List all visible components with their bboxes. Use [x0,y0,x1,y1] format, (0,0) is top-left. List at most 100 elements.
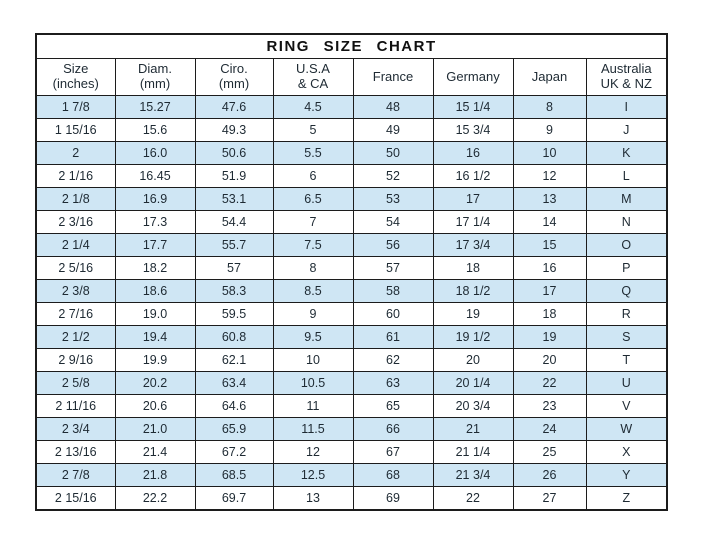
table-cell: 66 [352,417,434,441]
table-cell: 19 [512,325,587,349]
table-cell: 19.0 [114,302,196,326]
table-cell: 22.2 [114,486,196,511]
table-cell: I [585,95,668,119]
table-cell: U [585,371,668,395]
table-cell: 12 [512,164,587,188]
table-cell: 6 [272,164,354,188]
ring-size-table: RING SIZE CHART Size (inches) Diam. (mm) Cir… [35,33,669,511]
table-cell: 25 [512,440,587,464]
table-cell: 9 [512,118,587,142]
table-cell: 64.6 [194,394,274,418]
table-cell: 13 [512,187,587,211]
table-cell: 59.5 [194,302,274,326]
table-cell: 21.8 [114,463,196,487]
table-cell: 16.0 [114,141,196,165]
table-cell: 26 [512,463,587,487]
table-cell: 19.4 [114,325,196,349]
table-row: 2 1/4 17.7 55.7 7.5 56 17 3/4 15 O [35,233,668,257]
table-cell: 15 1/4 [432,95,514,119]
column-header: France [352,58,434,96]
table-cell: 11 [272,394,354,418]
table-cell: 18 1/2 [432,279,514,303]
table-cell: 17 1/4 [432,210,514,234]
table-cell: 14 [512,210,587,234]
table-cell: O [585,233,668,257]
table-cell: 65.9 [194,417,274,441]
table-cell: S [585,325,668,349]
table-cell: 20 [512,348,587,372]
table-cell: 12.5 [272,463,354,487]
table-cell: 2 13/16 [35,440,116,464]
table-cell: 22 [432,486,514,511]
table-cell: 53.1 [194,187,274,211]
table-cell: 54.4 [194,210,274,234]
table-cell: 67.2 [194,440,274,464]
header-row: Size (inches) Diam. (mm) Ciro. (mm) U.S.A & CA F… [35,58,668,96]
table-cell: 21 [432,417,514,441]
table-row: 2 1/8 16.9 53.1 6.5 53 17 13 M [35,187,668,211]
table-cell: 48 [352,95,434,119]
table-cell: 15 3/4 [432,118,514,142]
table-cell: Q [585,279,668,303]
column-header: Germany [432,58,514,96]
table-cell: 50.6 [194,141,274,165]
table-cell: J [585,118,668,142]
table-cell: 15.27 [114,95,196,119]
table-cell: 2 1/8 [35,187,116,211]
table-cell: 2 11/16 [35,394,116,418]
table-cell: 1 15/16 [35,118,116,142]
table-cell: 2 1/2 [35,325,116,349]
table-cell: 2 5/8 [35,371,116,395]
column-header: Japan [512,58,587,96]
column-header: Diam. (mm) [114,58,196,96]
table-cell: 17 3/4 [432,233,514,257]
table-cell: 5.5 [272,141,354,165]
table-cell: 63.4 [194,371,274,395]
table-cell: 50 [352,141,434,165]
table-cell: K [585,141,668,165]
table-row: 1 7/8 15.27 47.6 4.5 48 15 1/4 8 I [35,95,668,119]
table-row: 1 15/16 15.6 49.3 5 49 15 3/4 9 J [35,118,668,142]
table-cell: 57 [352,256,434,280]
table-cell: 2 3/16 [35,210,116,234]
table-cell: 2 1/4 [35,233,116,257]
table-cell: 10 [272,348,354,372]
table-cell: 54 [352,210,434,234]
table-row: 2 5/16 18.2 57 8 57 18 16 P [35,256,668,280]
table-cell: 65 [352,394,434,418]
table-cell: 2 [35,141,116,165]
table-cell: 18.6 [114,279,196,303]
table-cell: 23 [512,394,587,418]
table-cell: Z [585,486,668,511]
table-row: 2 3/8 18.6 58.3 8.5 58 18 1/2 17 Q [35,279,668,303]
table-cell: 60.8 [194,325,274,349]
table-cell: 69.7 [194,486,274,511]
table-cell: 21.4 [114,440,196,464]
table-cell: 2 3/4 [35,417,116,441]
table-cell: 53 [352,187,434,211]
table-cell: T [585,348,668,372]
table-cell: 2 3/8 [35,279,116,303]
table-cell: 62 [352,348,434,372]
table-cell: 17.3 [114,210,196,234]
table-cell: 2 15/16 [35,486,116,511]
table-cell: 15.6 [114,118,196,142]
table-row: 2 7/8 21.8 68.5 12.5 68 21 3/4 26 Y [35,463,668,487]
table-cell: 13 [272,486,354,511]
table-cell: 51.9 [194,164,274,188]
table-cell: 22 [512,371,587,395]
table-cell: 20.2 [114,371,196,395]
title-row: RING SIZE CHART [35,33,668,59]
table-cell: 24 [512,417,587,441]
table-row: 2 15/16 22.2 69.7 13 69 22 27 Z [35,486,668,511]
table-cell: 2 5/16 [35,256,116,280]
table-cell: 10 [512,141,587,165]
table-cell: 9 [272,302,354,326]
table-cell: 68.5 [194,463,274,487]
table-cell: 16 [512,256,587,280]
table-cell: 18 [512,302,587,326]
table-cell: 17 [512,279,587,303]
table-cell: 10.5 [272,371,354,395]
table-cell: 58.3 [194,279,274,303]
table-cell: N [585,210,668,234]
